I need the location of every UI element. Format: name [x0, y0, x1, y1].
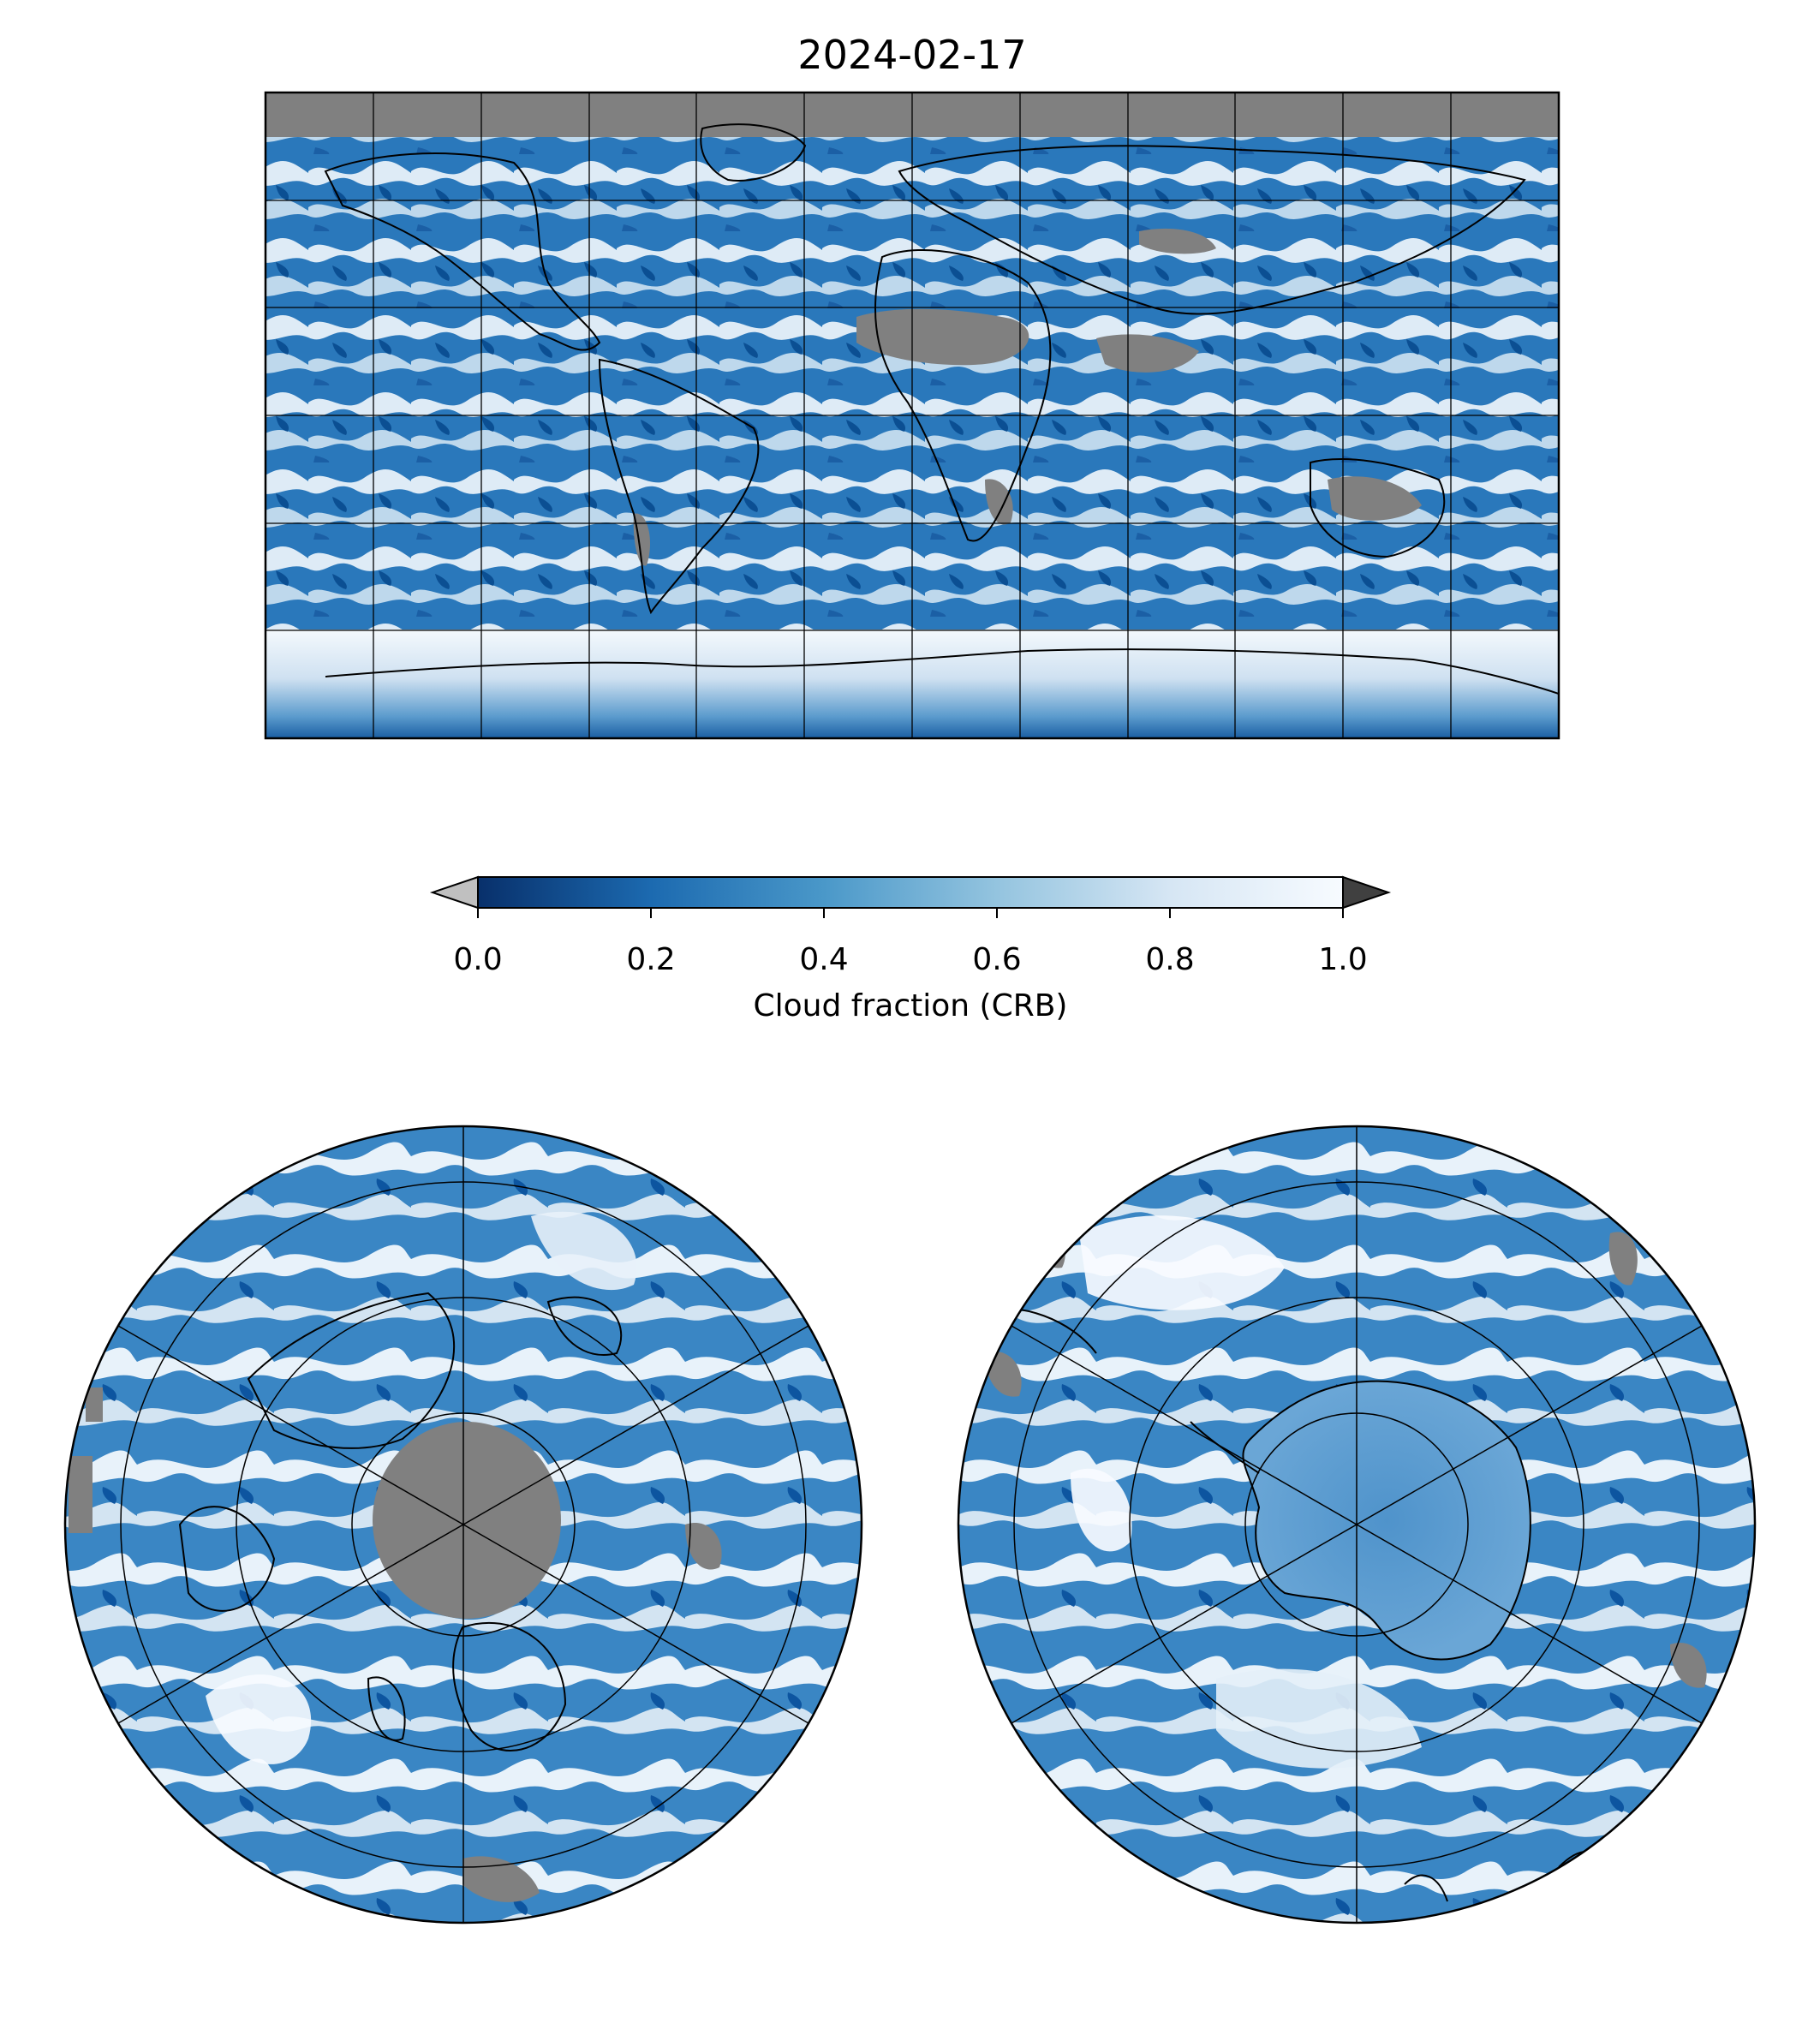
colorbar: 0.0 0.2 0.4 0.6 0.8 1.0 Cloud fraction (…	[429, 875, 1392, 1023]
colorbar-label: Cloud fraction (CRB)	[754, 988, 1068, 1023]
colorbar-over-extension	[1342, 875, 1392, 910]
south-polar-swirl	[1079, 1215, 1285, 1310]
north-polar-gridlines	[117, 1126, 809, 1923]
global-no-data-patches	[633, 228, 1422, 566]
south-polar-no-data-patches	[985, 1232, 1707, 1688]
north-polar-coastlines	[178, 1292, 623, 1751]
north-polar-map-frame	[63, 1125, 863, 1925]
colorbar-tick-label: 0.4	[799, 942, 848, 977]
colorbar-tick-label: 0.0	[453, 942, 502, 977]
colorbar-tick-label: 1.0	[1318, 942, 1367, 977]
north-polar-no-data-patches	[69, 1387, 722, 1902]
north-pole-no-data-cap	[373, 1422, 561, 1619]
south-polar-gridlines	[1011, 1126, 1703, 1923]
antarctica-landmass	[1242, 1380, 1531, 1661]
south-polar-map-frame	[957, 1125, 1757, 1925]
colorbar-under-extension	[429, 875, 479, 910]
figure-title: 2024-02-17	[797, 32, 1026, 78]
north-polar-map	[65, 1126, 862, 1923]
colorbar-tick-label: 0.8	[1145, 942, 1194, 977]
global-map	[266, 92, 1559, 738]
colorbar-tick-marks	[477, 908, 1344, 918]
colorbar-tick-label: 0.6	[972, 942, 1021, 977]
colorbar-tick-label: 0.2	[626, 942, 675, 977]
south-polar-map	[958, 1126, 1755, 1923]
north-polar-swirl	[206, 1674, 312, 1764]
global-map-frame	[264, 91, 1560, 740]
colorbar-gradient	[477, 876, 1344, 909]
global-gridlines	[266, 92, 1559, 738]
